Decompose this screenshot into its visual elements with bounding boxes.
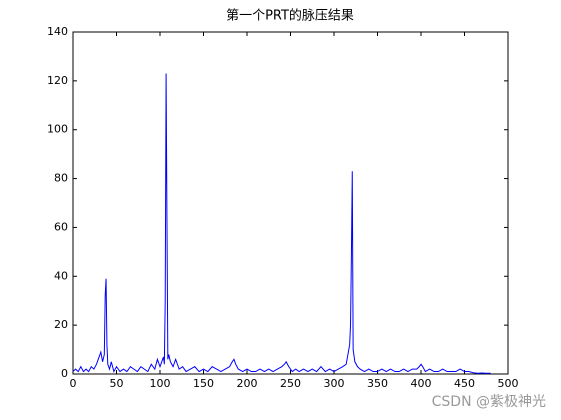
y-tick-label: 20 — [54, 318, 68, 331]
chart-title: 第一个PRT的脉压结果 — [226, 8, 354, 24]
x-tick-label: 300 — [324, 377, 345, 390]
plot-area — [72, 31, 509, 375]
y-tick-label: 0 — [61, 367, 68, 380]
x-tick-label: 500 — [498, 377, 519, 390]
y-tick-label: 120 — [47, 74, 68, 87]
x-tick-label: 50 — [110, 377, 124, 390]
x-tick-label: 200 — [237, 377, 258, 390]
y-tick-label: 100 — [47, 123, 68, 136]
x-tick-label: 350 — [367, 377, 388, 390]
y-tick-label: 80 — [54, 172, 68, 185]
x-tick-label: 450 — [454, 377, 475, 390]
watermark: CSDN @紫极神光 — [432, 394, 546, 410]
x-tick-label: 250 — [280, 377, 301, 390]
x-tick-label: 0 — [70, 377, 77, 390]
y-tick-label: 40 — [54, 269, 68, 282]
x-tick-label: 100 — [150, 377, 171, 390]
x-tick-label: 400 — [411, 377, 432, 390]
y-tick-label: 140 — [47, 25, 68, 38]
data-line — [72, 73, 491, 374]
x-tick-label: 150 — [193, 377, 214, 390]
y-tick-label: 60 — [54, 220, 68, 233]
